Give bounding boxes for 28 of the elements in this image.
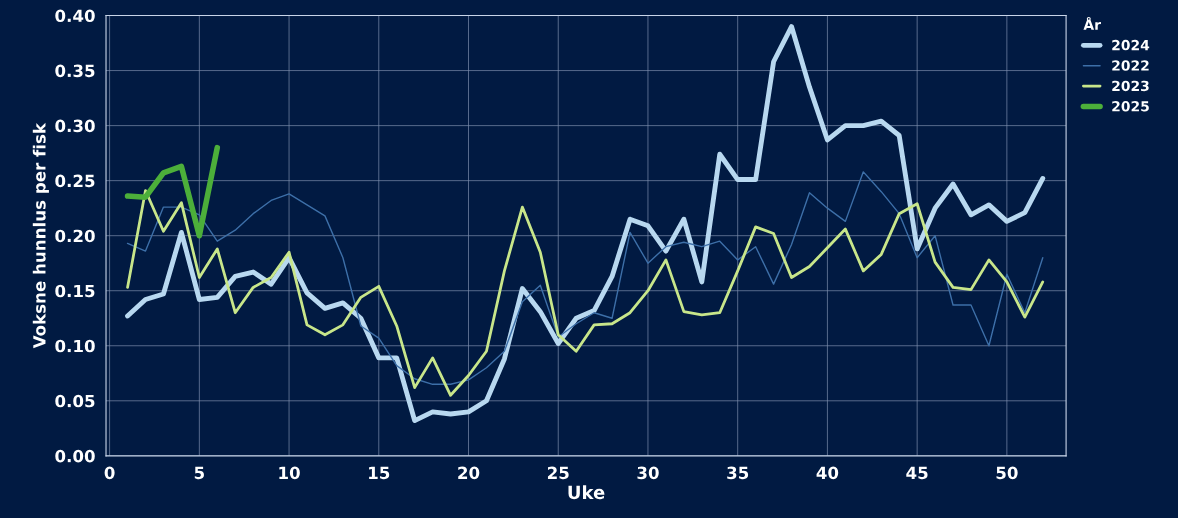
y-tick-label: 0.00: [55, 449, 95, 463]
x-tick-label: 15: [369, 466, 390, 480]
x-tick-label: 35: [727, 466, 749, 480]
line-series: [125, 24, 1046, 424]
y-tick-label: 0.40: [55, 9, 95, 23]
y-tick-label: 0.30: [55, 119, 95, 133]
x-tick-label: 50: [996, 466, 1018, 480]
y-tick-label: 0.25: [55, 174, 95, 188]
y-tick-label: 0.05: [55, 394, 95, 408]
legend-label: 2024: [1112, 39, 1150, 51]
x-tick-label: 20: [458, 466, 480, 480]
legend-title: År: [1083, 16, 1101, 30]
y-axis-title: Voksne hunnlus per fisk: [32, 122, 49, 349]
y-tick-label: 0.35: [55, 64, 95, 78]
x-axis-title: Uke: [568, 485, 605, 500]
y-tick-label: 0.10: [55, 339, 95, 353]
y-tick-label: 0.20: [55, 229, 95, 243]
x-tick-label: 30: [637, 466, 659, 480]
legend-label: 2025: [1112, 101, 1149, 112]
x-tick-label: 0: [104, 466, 115, 480]
x-tick-label: 5: [194, 466, 204, 480]
x-tick-label: 40: [816, 466, 839, 480]
x-tick-label: 45: [906, 466, 928, 480]
y-tick-label: 0.15: [55, 284, 95, 298]
legend-label: 2023: [1112, 80, 1149, 92]
x-tick-label: 10: [279, 466, 300, 480]
x-tick-label: 25: [547, 466, 569, 480]
legend-label: 2022: [1112, 60, 1149, 71]
